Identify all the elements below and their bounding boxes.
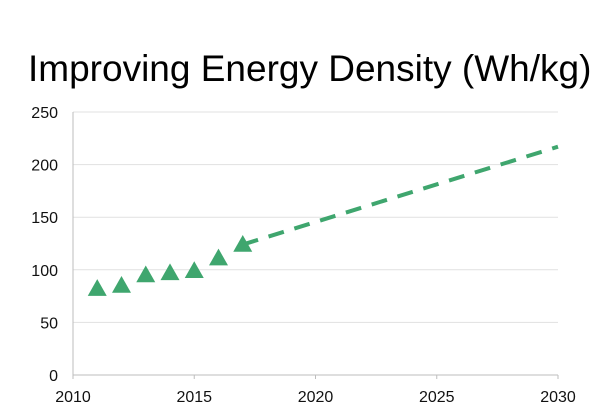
data-point-triangle [233,234,253,252]
y-tick-label: 200 [31,158,58,175]
x-tick-label: 2020 [298,389,334,406]
y-tick-label: 100 [31,263,58,280]
x-tick-label: 2015 [176,389,212,406]
x-tick-label: 2010 [55,389,91,406]
chart-title: Improving Energy Density (Wh/kg) [28,48,592,89]
data-point-triangle [160,263,180,281]
y-tick-label: 250 [31,105,58,122]
data-point-triangle [136,265,156,283]
x-tick-label: 2025 [419,389,455,406]
data-point-triangle [184,261,204,279]
trend-projection-line [242,144,559,247]
y-tick-label: 0 [49,368,58,385]
y-tick-label: 50 [40,315,58,332]
data-point-triangle [87,279,107,296]
data-point-triangle [112,275,131,293]
x-tick-label: 2030 [540,389,576,406]
data-point-triangle [209,248,228,266]
y-tick-label: 150 [31,210,58,227]
